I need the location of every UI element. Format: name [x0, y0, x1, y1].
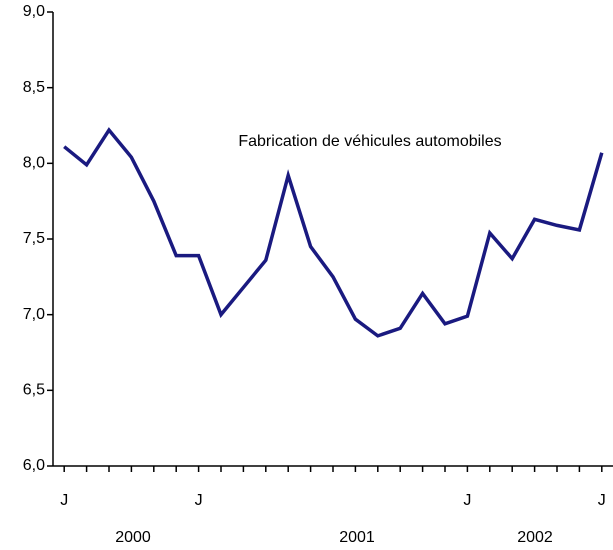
year-label: 2002	[517, 529, 553, 546]
y-tick-label: 7,0	[23, 306, 45, 323]
annotation: Fabrication de véhicules automobiles	[238, 133, 501, 150]
x-tick-label: J	[60, 492, 68, 509]
y-tick-label: 6,5	[23, 382, 45, 399]
year-label: 2001	[339, 529, 375, 546]
y-tick-label: 6,0	[23, 457, 45, 474]
y-tick-label: 8,0	[23, 155, 45, 172]
year-label: 2000	[115, 529, 151, 546]
line-series	[63, 127, 604, 338]
y-tick-label: 9,0	[23, 3, 45, 20]
x-tick-label: J	[195, 492, 203, 509]
y-tick-label: 8,5	[23, 79, 45, 96]
y-tick-label: 7,5	[23, 230, 45, 247]
x-tick-label: J	[598, 492, 606, 509]
x-tick-label: J	[463, 492, 471, 509]
